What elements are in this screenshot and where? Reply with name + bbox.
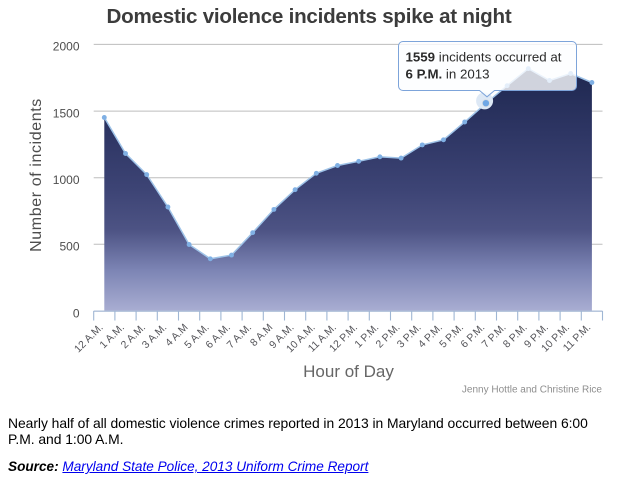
- svg-text:7 A.M.: 7 A.M.: [225, 322, 255, 352]
- svg-text:2000: 2000: [53, 40, 80, 54]
- svg-text:500: 500: [59, 240, 79, 254]
- svg-text:1000: 1000: [53, 173, 80, 187]
- svg-text:1559 incidents occurred at: 1559 incidents occurred at: [406, 49, 562, 64]
- svg-text:Domestic violence incidents sp: Domestic violence incidents spike at nig…: [107, 5, 512, 28]
- svg-text:0: 0: [73, 306, 80, 320]
- svg-text:Hour of Day: Hour of Day: [303, 362, 394, 381]
- svg-text:3 A.M.: 3 A.M.: [140, 322, 170, 352]
- svg-text:6 P.M. in 2013: 6 P.M. in 2013: [406, 66, 490, 81]
- svg-text:1500: 1500: [53, 106, 80, 120]
- svg-text:Number of incidents: Number of incidents: [28, 98, 45, 252]
- svg-text:Jenny Hottle and Christine Ric: Jenny Hottle and Christine Rice: [462, 385, 603, 396]
